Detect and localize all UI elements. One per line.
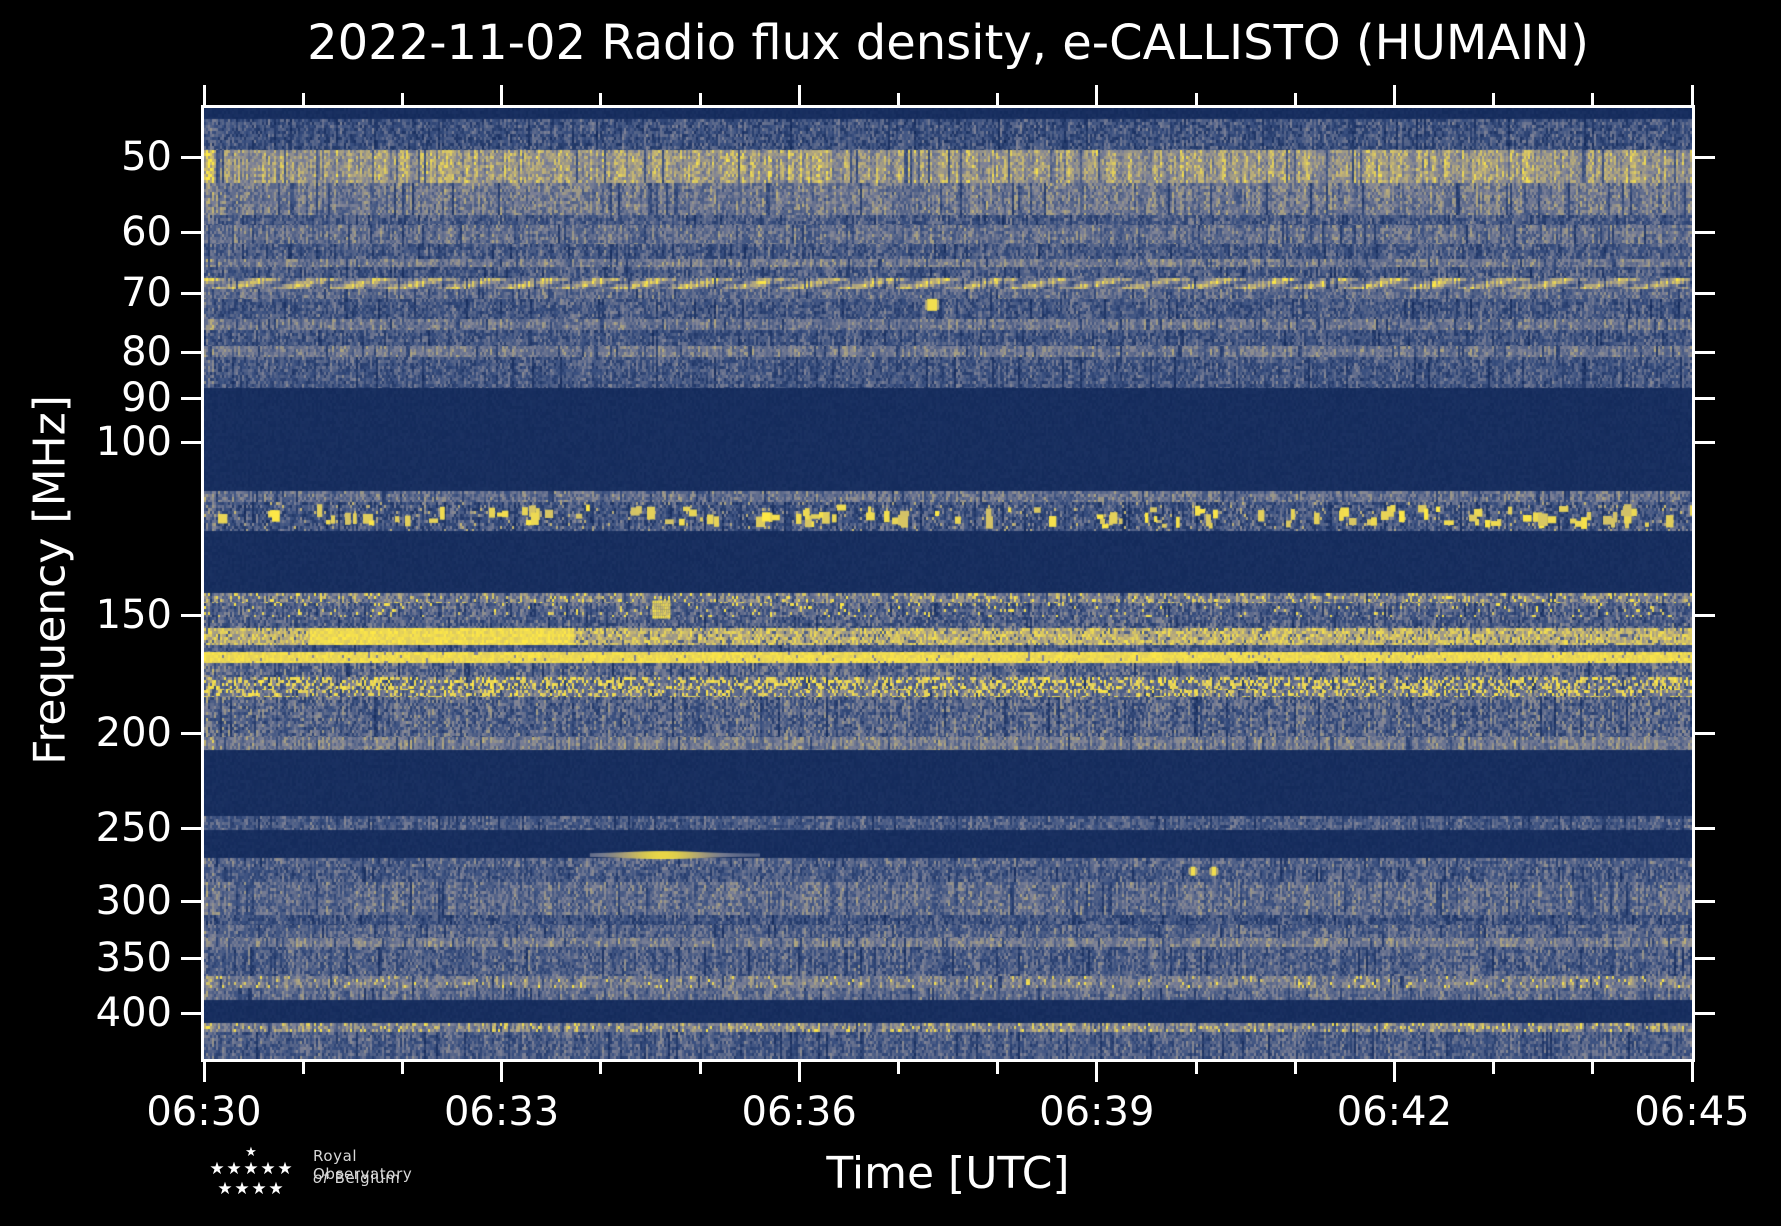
y-tick-mark-right bbox=[1695, 826, 1715, 830]
chart-title: 2022-11-02 Radio flux density, e-CALLIST… bbox=[307, 15, 1589, 71]
rob-star-icon: ★ bbox=[268, 1179, 284, 1199]
y-tick-mark-right bbox=[1695, 1011, 1715, 1015]
y-tick-mark-right bbox=[1695, 155, 1715, 159]
y-tick-label: 350 bbox=[95, 935, 172, 981]
y-tick-mark-left bbox=[181, 613, 201, 617]
x-tick-mark-top-minor bbox=[1194, 93, 1198, 105]
rob-star-icon: ★ bbox=[234, 1179, 250, 1199]
y-tick-mark-left bbox=[181, 826, 201, 830]
rob-logo-belgium: Belgium bbox=[334, 1169, 401, 1187]
y-tick-mark-right bbox=[1695, 440, 1715, 444]
spectrogram-canvas bbox=[204, 108, 1692, 1059]
x-tick-label: 06:36 bbox=[741, 1089, 857, 1135]
plot-frame bbox=[201, 105, 1695, 1062]
y-tick-label: 90 bbox=[121, 375, 172, 421]
x-tick-mark-top-minor bbox=[400, 93, 404, 105]
x-tick-mark-bottom-minor bbox=[996, 1062, 1000, 1074]
x-tick-mark-bottom-minor bbox=[1591, 1062, 1595, 1074]
x-tick-mark-top-major bbox=[1690, 85, 1694, 105]
x-tick-mark-top-minor bbox=[1591, 93, 1595, 105]
y-tick-mark-left bbox=[181, 230, 201, 234]
x-tick-mark-bottom-minor bbox=[1293, 1062, 1297, 1074]
y-tick-label: 200 bbox=[95, 710, 172, 756]
x-tick-label: 06:30 bbox=[146, 1089, 262, 1135]
y-tick-mark-left bbox=[181, 350, 201, 354]
y-tick-mark-left bbox=[181, 1011, 201, 1015]
y-tick-mark-left bbox=[181, 956, 201, 960]
y-tick-mark-left bbox=[181, 291, 201, 295]
x-tick-mark-bottom-major bbox=[1392, 1062, 1396, 1082]
x-tick-mark-top-minor bbox=[1293, 93, 1297, 105]
x-tick-mark-bottom-major bbox=[1690, 1062, 1694, 1082]
x-tick-mark-top-major bbox=[1392, 85, 1396, 105]
x-tick-mark-bottom-minor bbox=[1492, 1062, 1496, 1074]
rob-star-icon: ★ bbox=[217, 1179, 233, 1199]
x-tick-mark-bottom-minor bbox=[1194, 1062, 1198, 1074]
x-tick-mark-top-major bbox=[500, 85, 504, 105]
rob-star-icon: ★ bbox=[251, 1179, 267, 1199]
y-tick-mark-right bbox=[1695, 956, 1715, 960]
x-tick-label: 06:39 bbox=[1039, 1089, 1155, 1135]
y-tick-label: 60 bbox=[121, 209, 172, 255]
y-tick-label: 80 bbox=[121, 329, 172, 375]
x-axis-label: Time [UTC] bbox=[826, 1148, 1070, 1199]
x-tick-mark-bottom-minor bbox=[301, 1062, 305, 1074]
rob-star-icon: ★ bbox=[226, 1159, 242, 1179]
x-tick-mark-bottom-minor bbox=[698, 1062, 702, 1074]
x-tick-mark-bottom-minor bbox=[599, 1062, 603, 1074]
x-tick-mark-top-major bbox=[202, 85, 206, 105]
x-tick-mark-top-major bbox=[797, 85, 801, 105]
x-tick-label: 06:33 bbox=[443, 1089, 560, 1135]
x-tick-mark-bottom-minor bbox=[896, 1062, 900, 1074]
x-tick-mark-bottom-major bbox=[1095, 1062, 1099, 1082]
x-tick-mark-top-major bbox=[1095, 85, 1099, 105]
y-tick-label: 150 bbox=[95, 592, 172, 638]
y-tick-mark-left bbox=[181, 731, 201, 735]
rob-star-icon: ★ bbox=[245, 1144, 257, 1160]
y-tick-mark-left bbox=[181, 396, 201, 400]
rob-star-icon: ★ bbox=[209, 1159, 225, 1179]
y-tick-label: 50 bbox=[121, 134, 172, 180]
y-tick-mark-left bbox=[181, 440, 201, 444]
x-tick-mark-bottom-minor bbox=[400, 1062, 404, 1074]
x-tick-mark-top-minor bbox=[1492, 93, 1496, 105]
x-tick-mark-bottom-major bbox=[797, 1062, 801, 1082]
y-tick-label: 250 bbox=[95, 805, 172, 851]
x-tick-label: 06:42 bbox=[1336, 1089, 1453, 1135]
rob-logo-line2: of Belgium bbox=[313, 1169, 400, 1187]
y-tick-label: 300 bbox=[95, 878, 172, 924]
rob-logo-of: of bbox=[313, 1169, 329, 1187]
y-tick-mark-right bbox=[1695, 613, 1715, 617]
y-tick-mark-right bbox=[1695, 731, 1715, 735]
x-tick-mark-top-minor bbox=[996, 93, 1000, 105]
y-tick-mark-left bbox=[181, 899, 201, 903]
x-tick-mark-top-minor bbox=[896, 93, 900, 105]
x-tick-mark-top-minor bbox=[698, 93, 702, 105]
x-tick-mark-top-minor bbox=[301, 93, 305, 105]
rob-star-icon: ★ bbox=[277, 1159, 293, 1179]
y-tick-label: 400 bbox=[95, 990, 172, 1036]
y-tick-mark-right bbox=[1695, 396, 1715, 400]
x-tick-mark-bottom-major bbox=[202, 1062, 206, 1082]
rob-logo-line1: Royal Observatory bbox=[313, 1147, 413, 1183]
x-tick-mark-bottom-major bbox=[500, 1062, 504, 1082]
y-tick-mark-right bbox=[1695, 291, 1715, 295]
rob-star-icon: ★ bbox=[243, 1159, 259, 1179]
y-tick-label: 100 bbox=[95, 419, 172, 465]
y-tick-mark-right bbox=[1695, 230, 1715, 234]
y-tick-mark-left bbox=[181, 155, 201, 159]
y-tick-label: 70 bbox=[121, 270, 172, 316]
rob-star-icon: ★ bbox=[260, 1159, 276, 1179]
x-tick-mark-top-minor bbox=[599, 93, 603, 105]
x-tick-label: 06:45 bbox=[1634, 1089, 1750, 1135]
y-tick-mark-right bbox=[1695, 899, 1715, 903]
y-tick-mark-right bbox=[1695, 350, 1715, 354]
